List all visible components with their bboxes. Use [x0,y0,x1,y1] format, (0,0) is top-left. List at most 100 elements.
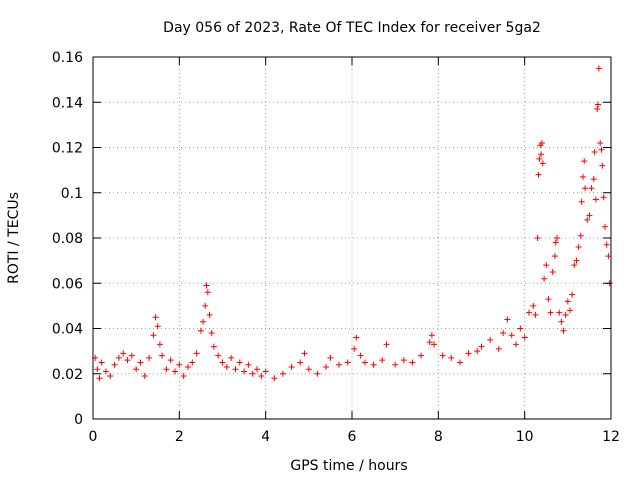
data-point [102,368,109,375]
data-point [197,327,204,334]
data-point [323,363,330,370]
data-point [94,366,101,373]
data-points [92,65,613,382]
data-point [538,151,545,158]
data-point [202,302,209,309]
data-point [578,198,585,205]
data-point [535,171,542,178]
data-point [448,354,455,361]
data-point [258,373,265,380]
data-point [521,334,528,341]
y-tick-label: 0.02 [52,367,83,383]
data-point [566,307,573,314]
data-point [327,354,334,361]
data-point [603,241,610,248]
data-point [279,370,286,377]
data-point [495,345,502,352]
y-tick-label: 0.14 [52,95,83,111]
data-point [180,373,187,380]
data-point [513,341,520,348]
data-point [96,375,103,382]
y-tick-label: 0.06 [52,276,83,292]
data-point [504,316,511,323]
data-point [549,268,556,275]
y-axis-label: ROTI / TECUs [6,192,22,284]
data-point [314,370,321,377]
y-tick-label: 0.04 [52,322,83,338]
data-point [297,359,304,366]
x-tick-label: 10 [516,429,534,445]
data-point [223,363,230,370]
data-point [590,176,597,183]
data-point [536,155,543,162]
data-point [137,359,144,366]
data-point [98,359,105,366]
y-tick-label: 0.16 [52,50,83,66]
data-point [573,257,580,264]
data-point [426,339,433,346]
data-point [120,350,127,357]
data-point [571,262,578,269]
data-point [474,348,481,355]
data-point [353,334,360,341]
data-point [577,232,584,239]
data-point [141,373,148,380]
data-point [595,65,602,72]
data-point [206,311,213,318]
data-point [599,162,606,169]
data-point [184,363,191,370]
data-point [351,345,358,352]
data-point [249,370,256,377]
data-point [564,298,571,305]
data-point [558,318,565,325]
x-tick-label: 2 [175,429,184,445]
data-point [288,363,295,370]
axis-ticks: 0 0.02 0.04 0.06 0.08 0.1 0.12 0.14 0.16 0 2 4 6 8 10 1… [52,50,620,445]
grid-lines [93,57,611,419]
data-point [594,106,601,113]
data-point [431,341,438,348]
data-point [379,357,386,364]
data-point [228,354,235,361]
data-point [357,352,364,359]
data-point [208,330,215,337]
data-point [500,330,507,337]
data-point [133,366,140,373]
data-point [245,361,252,368]
data-point [588,185,595,192]
data-point [428,332,435,339]
y-tick-label: 0.08 [52,231,83,247]
data-point [176,361,183,368]
data-point [554,235,561,241]
data-point [508,332,515,339]
data-point [439,352,446,359]
data-point [115,354,122,361]
data-point [478,343,485,350]
data-point [111,361,118,368]
data-point [543,262,550,269]
data-point [124,357,131,364]
data-point [383,341,390,348]
data-point [600,194,607,201]
data-point [241,368,248,375]
data-point [107,373,114,380]
data-point [370,361,377,368]
data-point [271,375,278,382]
data-point [591,149,598,156]
data-point [545,296,552,303]
y-tick-label: 0.1 [61,186,83,202]
data-point [305,366,312,373]
data-point [598,146,605,153]
data-point [605,253,612,260]
data-point [560,327,567,334]
data-point [597,139,604,146]
data-point [400,357,407,364]
data-point [203,282,210,289]
data-point [465,350,472,357]
data-point [172,368,179,375]
x-tick-label: 4 [261,429,270,445]
data-point [547,309,554,316]
data-point [579,173,586,180]
